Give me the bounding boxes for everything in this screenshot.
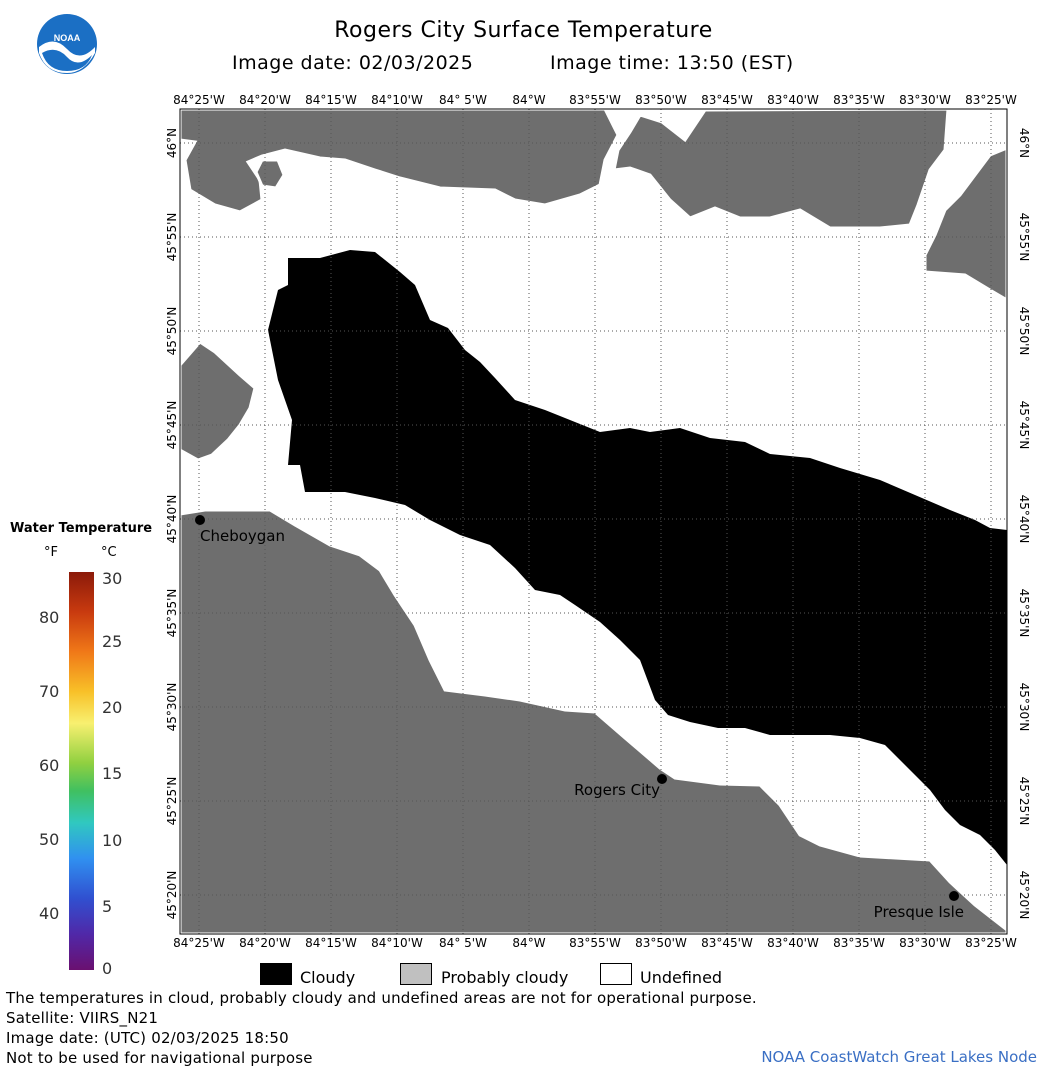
fahrenheit-tick: 50	[39, 830, 60, 849]
footer-disclaimer: The temperatures in cloud, probably clou…	[6, 989, 757, 1007]
lon-label-top: 83°35'W	[833, 93, 885, 107]
noaa-logo: NOAA	[36, 13, 98, 75]
footer-satellite: Satellite: VIIRS_N21	[6, 1009, 159, 1027]
lat-label-right: 45°35'N	[1017, 589, 1031, 638]
lat-label-right: 45°20'N	[1017, 871, 1031, 920]
lon-label-bottom: 83°35'W	[833, 936, 885, 950]
celsius-tick: 20	[102, 698, 123, 717]
lon-label-bottom: 83°30'W	[899, 936, 951, 950]
lon-label-bottom: 83°50'W	[635, 936, 687, 950]
lon-label-bottom: 84°20'W	[239, 936, 291, 950]
lon-label-top: 84°10'W	[371, 93, 423, 107]
city-markers: Cheboygan Rogers City Presque Isle	[195, 515, 964, 921]
lat-label-left: 45°25'N	[165, 777, 179, 826]
lat-label-right: 45°25'N	[1017, 777, 1031, 826]
cloud-region	[268, 250, 1007, 865]
lat-label-right: 45°50'N	[1017, 307, 1031, 356]
lon-label-bottom: 83°45'W	[701, 936, 753, 950]
city-dot	[195, 515, 205, 525]
celsius-tick: 0	[102, 959, 113, 978]
lat-label-left: 46°N	[165, 128, 179, 158]
key-probably-cloudy-swatch	[400, 963, 432, 985]
lat-label-left: 45°45'N	[165, 401, 179, 450]
city-label: Presque Isle	[874, 903, 964, 921]
lat-label-right: 45°30'N	[1017, 683, 1031, 732]
lon-label-top: 83°45'W	[701, 93, 753, 107]
lat-label-right: 45°40'N	[1017, 495, 1031, 544]
lat-label-left: 45°30'N	[165, 683, 179, 732]
lon-label-top: 84°25'W	[173, 93, 225, 107]
city-dot	[949, 891, 959, 901]
footer-navigation-warning: Not to be used for navigational purpose	[6, 1049, 313, 1067]
celsius-tick: 15	[102, 764, 123, 783]
key-undefined-swatch	[600, 963, 632, 985]
lon-label-top: 84°15'W	[305, 93, 357, 107]
land-north-shore	[180, 109, 620, 214]
land-far-northeast	[923, 146, 1007, 302]
lon-label-top: 83°50'W	[635, 93, 687, 107]
lon-label-top: 84°W	[512, 93, 545, 107]
land-island	[254, 158, 286, 190]
lon-label-top: 84° 5'W	[439, 93, 487, 107]
lon-label-bottom: 83°40'W	[767, 936, 819, 950]
key-cloudy-swatch	[260, 963, 292, 985]
lat-label-left: 45°20'N	[165, 871, 179, 920]
celsius-tick: 25	[102, 632, 123, 651]
fahrenheit-tick: 80	[39, 608, 60, 627]
celsius-tick: 10	[102, 831, 123, 850]
lon-label-bottom: 84°10'W	[371, 936, 423, 950]
legend-title: Water Temperature	[10, 521, 153, 536]
color-scale-bar	[69, 572, 94, 970]
lon-label-top: 83°55'W	[569, 93, 621, 107]
celsius-tick: 5	[102, 897, 113, 916]
fahrenheit-tick: 40	[39, 904, 60, 923]
unit-celsius: °C	[101, 545, 117, 560]
lon-label-bottom: 83°25'W	[965, 936, 1017, 950]
lon-label-bottom: 83°55'W	[569, 936, 621, 950]
land-west-islet	[180, 340, 257, 462]
lat-label-left: 45°50'N	[165, 307, 179, 356]
fahrenheit-tick: 60	[39, 756, 60, 775]
celsius-tick: 30	[102, 569, 123, 588]
lon-label-top: 83°30'W	[899, 93, 951, 107]
unit-fahrenheit: °F	[44, 545, 58, 560]
lat-label-left: 45°55'N	[165, 213, 179, 262]
lon-label-bottom: 84°W	[512, 936, 545, 950]
lon-label-top: 83°40'W	[767, 93, 819, 107]
map-frame	[179, 108, 1008, 935]
city-label: Rogers City	[574, 781, 660, 799]
svg-text:NOAA: NOAA	[54, 33, 81, 43]
lon-label-bottom: 84° 5'W	[439, 936, 487, 950]
land-south-shore	[180, 508, 1007, 934]
key-probably-cloudy-label: Probably cloudy	[441, 968, 569, 987]
lon-label-bottom: 84°15'W	[305, 936, 357, 950]
lat-label-right: 45°45'N	[1017, 401, 1031, 450]
fahrenheit-tick: 70	[39, 682, 60, 701]
city-dot	[657, 774, 667, 784]
lon-label-bottom: 84°25'W	[173, 936, 225, 950]
page-title: Rogers City Surface Temperature	[334, 18, 713, 43]
lat-label-right: 46°N	[1017, 128, 1031, 158]
lat-label-right: 45°55'N	[1017, 213, 1031, 262]
city-label: Cheboygan	[200, 527, 285, 545]
key-cloudy-label: Cloudy	[300, 968, 356, 987]
image-time: Image time: 13:50 (EST)	[550, 52, 794, 74]
noaa-logo-icon: NOAA	[37, 14, 97, 74]
footer-utc-date: Image date: (UTC) 02/03/2025 18:50	[6, 1029, 289, 1047]
key-undefined-label: Undefined	[640, 968, 723, 987]
lat-label-left: 45°40'N	[165, 495, 179, 544]
lon-label-top: 83°25'W	[965, 93, 1017, 107]
map-canvas: 84°25'W 84°25'W 84°20'W 84°20'W 84°15'W 84°15…	[165, 93, 1031, 950]
lat-label-left: 45°35'N	[165, 589, 179, 638]
coordinate-ticks: 84°25'W 84°25'W 84°20'W 84°20'W 84°15'W 84°15…	[165, 93, 1031, 950]
lon-label-top: 84°20'W	[239, 93, 291, 107]
image-date: Image date: 02/03/2025	[232, 52, 474, 74]
footer-credit: NOAA CoastWatch Great Lakes Node	[761, 1048, 1037, 1066]
